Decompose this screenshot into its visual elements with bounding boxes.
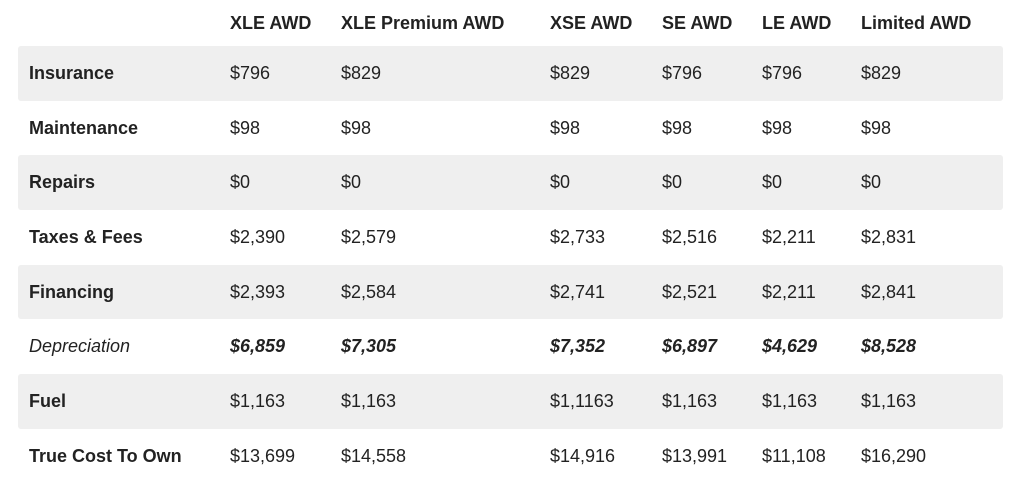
cell-value: $98: [230, 117, 261, 138]
row-label: Insurance: [29, 62, 115, 83]
cell-value: $796: [662, 62, 703, 83]
cell-value: $1,163: [762, 390, 818, 411]
row-label: Taxes & Fees: [29, 226, 143, 247]
cell-value: $16,290: [861, 445, 927, 466]
cell-value: $0: [341, 172, 362, 193]
cell-value: $4,629: [762, 336, 818, 357]
cell-value: $2,211: [762, 281, 816, 302]
row-true-cost-to-own: True Cost To Own $13,699 $14,558 $14,916…: [18, 429, 1003, 484]
cell-value: $98: [762, 117, 793, 138]
cell-value: $98: [341, 117, 372, 138]
row-repairs: Repairs $0 $0 $0 $0 $0 $0: [18, 155, 1003, 211]
cell-value: $1,163: [230, 390, 286, 411]
row-fuel: Fuel $1,163 $1,163 $1,1163 $1,163 $1,163…: [18, 374, 1003, 429]
cell-value: $11,108: [762, 445, 826, 466]
header-le-awd: LE AWD: [762, 12, 832, 33]
cell-value: $2,521: [662, 281, 718, 302]
cell-value: $0: [662, 172, 683, 193]
row-label: Repairs: [29, 172, 96, 193]
header-se-awd: SE AWD: [662, 12, 733, 33]
cell-value: $6,859: [230, 336, 286, 357]
header-xle-premium-awd: XLE Premium AWD: [341, 12, 505, 33]
cell-value: $0: [762, 172, 783, 193]
cell-value: $2,393: [230, 281, 286, 302]
row-label: Fuel: [29, 390, 67, 411]
cell-value: $1,163: [662, 390, 718, 411]
cell-value: $829: [341, 62, 382, 83]
header-limited-awd: Limited AWD: [861, 12, 972, 33]
cell-value: $0: [230, 172, 251, 193]
row-label: Depreciation: [29, 336, 131, 357]
header-xse-awd: XSE AWD: [550, 12, 633, 33]
row-label: Maintenance: [29, 117, 139, 138]
cell-value: $829: [550, 62, 591, 83]
cell-value: $829: [861, 62, 902, 83]
cell-value: $7,305: [341, 336, 397, 357]
cell-value: $8,528: [861, 336, 917, 357]
cell-value: $6,897: [662, 336, 718, 357]
cell-value: $14,916: [550, 445, 616, 466]
cell-value: $13,991: [662, 445, 728, 466]
cell-value: $2,831: [861, 226, 917, 247]
cell-value: $796: [230, 62, 271, 83]
cell-value: $796: [762, 62, 803, 83]
cell-value: $1,163: [861, 390, 917, 411]
row-financing: Financing $2,393 $2,584 $2,741 $2,521 $2…: [18, 264, 1003, 320]
cell-value: $7,352: [550, 336, 606, 357]
cell-value: $2,211: [762, 226, 816, 247]
cell-value: $98: [861, 117, 892, 138]
header-xle-awd: XLE AWD: [230, 12, 312, 33]
row-label: True Cost To Own: [29, 445, 182, 466]
row-label: Financing: [29, 281, 114, 302]
cell-value: $0: [550, 172, 571, 193]
cell-value: $14,558: [341, 445, 407, 466]
cell-value: $2,579: [341, 226, 397, 247]
table-header-row: XLE AWD XLE Premium AWD XSE AWD SE AWD L…: [18, 0, 1003, 46]
cell-value: $2,741: [550, 281, 606, 302]
cell-value: $13,699: [230, 445, 296, 466]
cell-value: $2,516: [662, 226, 718, 247]
cell-value: $98: [550, 117, 581, 138]
cell-value: $1,163: [341, 390, 397, 411]
cell-value: $1,1163: [550, 390, 614, 411]
cell-value: $2,733: [550, 226, 606, 247]
cell-value: $98: [662, 117, 693, 138]
cost-to-own-table: XLE AWD XLE Premium AWD XSE AWD SE AWD L…: [18, 0, 1003, 484]
row-insurance: Insurance $796 $829 $829 $796 $796 $829: [18, 46, 1003, 101]
cell-value: $0: [861, 172, 882, 193]
row-depreciation: Depreciation $6,859 $7,305 $7,352 $6,897…: [18, 319, 1003, 374]
row-taxes-fees: Taxes & Fees $2,390 $2,579 $2,733 $2,516…: [18, 210, 1003, 265]
row-maintenance: Maintenance $98 $98 $98 $98 $98 $98: [18, 101, 1003, 156]
cell-value: $2,841: [861, 281, 917, 302]
cell-value: $2,390: [230, 226, 286, 247]
cell-value: $2,584: [341, 281, 397, 302]
